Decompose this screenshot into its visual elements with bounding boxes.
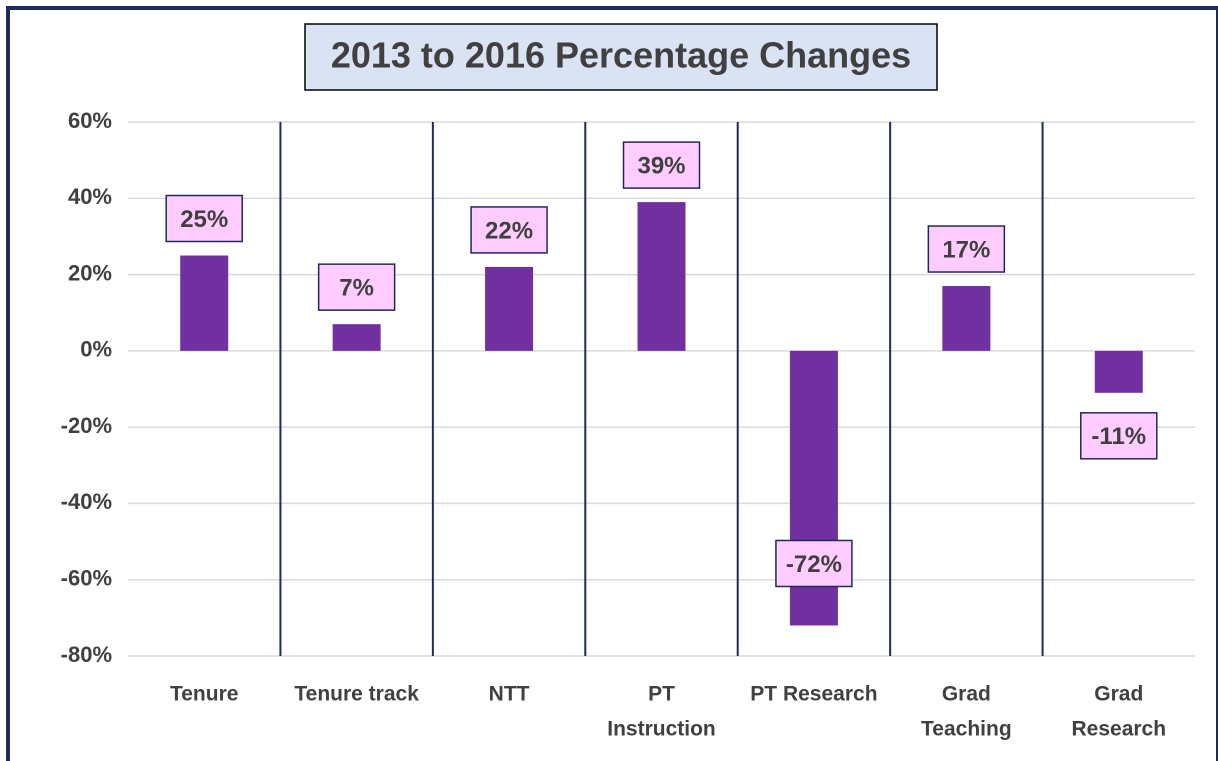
- y-tick-label: -20%: [61, 413, 112, 438]
- data-label-box: [927, 225, 1006, 273]
- data-label-box: [1080, 412, 1158, 460]
- y-tick-label: 40%: [68, 184, 112, 209]
- data-label-box: [775, 539, 853, 588]
- x-tick-label: PT: [648, 683, 675, 706]
- data-label-box: [317, 263, 396, 311]
- chart-title: 2013 to 2016 Percentage Changes: [331, 35, 911, 76]
- x-tick-label: Research: [1072, 718, 1167, 741]
- bar: [1094, 350, 1143, 393]
- x-tick-label: Teaching: [921, 718, 1012, 741]
- data-label: 22%: [485, 217, 533, 244]
- y-tick-label: -80%: [61, 642, 112, 667]
- data-label: 7%: [339, 275, 374, 302]
- y-tick-label: 60%: [68, 108, 112, 133]
- bar: [485, 266, 534, 351]
- data-label: 17%: [942, 236, 990, 263]
- data-label: -11%: [1091, 423, 1146, 450]
- y-tick-label: -60%: [61, 566, 112, 591]
- data-label: 39%: [637, 152, 685, 179]
- x-tick-label: PT Research: [750, 683, 877, 706]
- bar: [942, 286, 991, 351]
- x-tick-label: NTT: [489, 683, 530, 706]
- x-tick-label: Tenure: [170, 683, 238, 706]
- y-tick-label: -40%: [61, 489, 112, 514]
- data-label-box: [165, 194, 243, 243]
- chart-frame: [6, 6, 1218, 761]
- data-label: -72%: [786, 551, 842, 578]
- x-tick-label: Tenure track: [294, 683, 419, 706]
- x-tick-label: Instruction: [607, 718, 716, 741]
- bar: [637, 202, 686, 351]
- x-tick-label: Grad: [1094, 683, 1143, 706]
- title-box: [304, 23, 938, 91]
- bar: [332, 324, 381, 351]
- y-tick-label: 20%: [68, 260, 112, 285]
- x-tick-label: Grad: [942, 683, 991, 706]
- data-label-box: [470, 206, 548, 254]
- data-label: 25%: [180, 206, 228, 233]
- y-tick-label: 0%: [80, 337, 112, 362]
- bar: [180, 255, 229, 351]
- data-label-box: [622, 141, 701, 189]
